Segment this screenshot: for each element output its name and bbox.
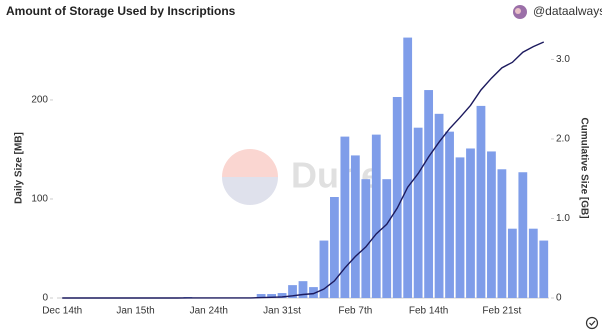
bar — [445, 131, 454, 298]
bar — [288, 285, 297, 298]
avatar-detail — [515, 8, 521, 14]
y-axis-label: Daily Size [MB] — [14, 132, 25, 204]
bar — [434, 113, 444, 298]
bar — [507, 228, 517, 298]
bar — [361, 179, 371, 298]
x-tick-label: Feb 21st — [482, 306, 521, 317]
y-tick-label: 0 — [42, 293, 48, 304]
watermark: Dune — [222, 149, 381, 205]
bar — [466, 148, 475, 298]
bar — [277, 293, 287, 298]
check-icon — [585, 316, 599, 330]
x-tick-label: Jan 24th — [190, 306, 228, 317]
bar — [476, 105, 486, 298]
bar — [371, 134, 381, 298]
bar — [298, 281, 308, 298]
bar — [497, 169, 507, 298]
bar — [256, 294, 266, 298]
author-handle: @dataalways — [533, 4, 602, 18]
bar — [455, 157, 465, 298]
y2-tick-label: 3.0 — [556, 54, 570, 65]
bar — [382, 179, 392, 298]
y2-tick-label: 1.0 — [556, 213, 570, 224]
bar — [340, 136, 350, 298]
cumulative-line — [62, 41, 545, 299]
x-tick-label: Jan 15th — [116, 306, 154, 317]
y-tick-label: 200 — [31, 95, 48, 106]
bar — [518, 172, 528, 298]
bar — [330, 197, 339, 298]
x-tick-label: Feb 14th — [409, 306, 448, 317]
bar — [403, 37, 413, 298]
bar — [528, 228, 538, 298]
bar — [424, 90, 434, 298]
bar — [392, 96, 402, 298]
x-tick-label: Dec 14th — [42, 306, 82, 317]
watermark-logo-bottom — [222, 177, 278, 205]
x-tick-label: Feb 7th — [338, 306, 372, 317]
y2-tick-label: 0 — [556, 293, 562, 304]
bar — [413, 127, 423, 298]
y2-tick-label: 2.0 — [556, 134, 570, 145]
watermark-logo-top — [222, 149, 278, 177]
bar — [539, 240, 549, 298]
bar — [319, 240, 329, 298]
bar — [267, 294, 276, 298]
x-tick-label: Jan 31st — [263, 306, 301, 317]
bar — [309, 287, 318, 298]
y2-axis-label: Cumulative Size [GB] — [578, 117, 589, 218]
y-tick-label: 100 — [31, 194, 48, 205]
bar — [487, 151, 496, 298]
bar — [350, 155, 360, 298]
chart-title: Amount of Storage Used by Inscriptions — [6, 4, 236, 18]
